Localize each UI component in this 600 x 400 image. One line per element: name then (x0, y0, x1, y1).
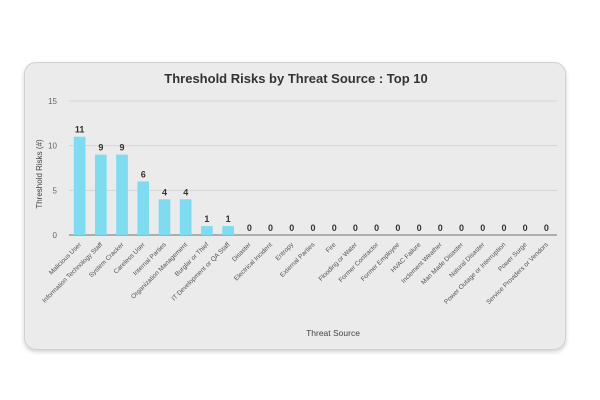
data-label: 4 (162, 187, 167, 197)
bar (137, 181, 150, 235)
data-label: 0 (544, 223, 549, 233)
data-label: 0 (438, 223, 443, 233)
data-label: 1 (204, 214, 209, 224)
data-label: 6 (141, 169, 146, 179)
data-label: 4 (183, 187, 188, 197)
data-label: 0 (289, 223, 294, 233)
data-label: 0 (417, 223, 422, 233)
bar (179, 199, 192, 235)
chart-title: Threshold Risks by Threat Source : Top 1… (164, 71, 428, 86)
data-label: 0 (523, 223, 528, 233)
data-label: 0 (268, 223, 273, 233)
bar (158, 199, 171, 235)
data-label: 0 (501, 223, 506, 233)
bar (94, 154, 107, 235)
y-axis-title: Threshold Risks (#) (35, 139, 44, 209)
data-label: 0 (353, 223, 358, 233)
data-label: 9 (120, 143, 125, 153)
data-label: 0 (374, 223, 379, 233)
x-tick-label: Fire (325, 241, 338, 254)
data-label: 9 (98, 143, 103, 153)
data-label: 11 (75, 125, 85, 135)
y-tick-label: 0 (53, 231, 58, 240)
data-label: 1 (226, 214, 231, 224)
data-label: 0 (247, 223, 252, 233)
y-tick-label: 10 (48, 142, 57, 151)
data-label: 0 (310, 223, 315, 233)
x-axis-title: Threat Source (306, 328, 360, 338)
data-label: 0 (332, 223, 337, 233)
data-label: 0 (395, 223, 400, 233)
y-tick-label: 15 (48, 97, 57, 106)
bar (222, 226, 234, 235)
y-tick-label: 5 (53, 186, 58, 195)
x-tick-label: Former Employee (360, 241, 402, 283)
bar (201, 226, 213, 235)
x-tick-label: Electrical Incident (233, 241, 274, 282)
data-label: 0 (459, 223, 464, 233)
bar (116, 154, 128, 235)
chart-card: Threshold Risks by Threat Source : Top 1… (24, 62, 566, 350)
data-label: 0 (480, 223, 485, 233)
x-tick-label: Flooding or Water (318, 241, 360, 283)
bar (73, 136, 86, 235)
